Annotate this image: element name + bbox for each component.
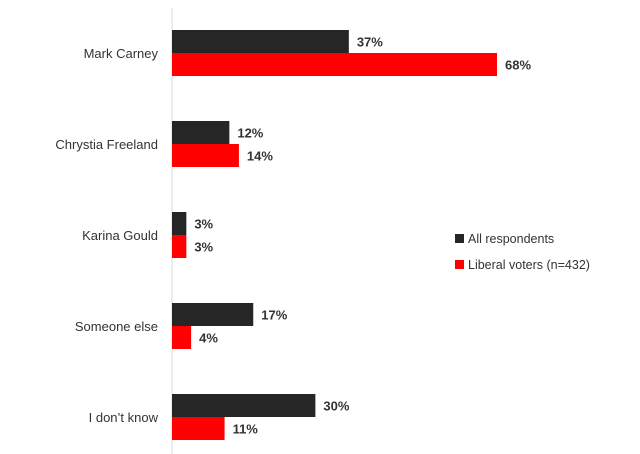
legend-swatch <box>455 234 464 243</box>
bar-all-respondents <box>172 30 349 53</box>
category-label: Someone else <box>75 319 158 334</box>
data-label: 30% <box>323 399 349 414</box>
labels-layer: Mark Carney 37% 68% Chrystia Freeland 12% 14%… <box>55 35 531 437</box>
data-label: 11% <box>233 422 259 437</box>
data-label: 68% <box>505 58 531 73</box>
data-label: 17% <box>261 308 287 323</box>
category-label: Mark Carney <box>84 46 159 61</box>
category-label: Chrystia Freeland <box>55 137 158 152</box>
bar-liberal-voters <box>172 53 497 76</box>
data-label: 12% <box>237 126 263 141</box>
data-label: 3% <box>194 217 213 232</box>
bar-all-respondents <box>172 303 254 326</box>
bar-all-respondents <box>172 394 316 417</box>
legend-label: Liberal voters (n=432) <box>468 258 590 272</box>
data-label: 4% <box>199 331 218 346</box>
data-label: 37% <box>357 35 383 50</box>
bar-liberal-voters <box>172 235 187 258</box>
bar-liberal-voters <box>172 417 225 440</box>
bar-liberal-voters <box>172 326 192 349</box>
bars-layer <box>172 30 497 440</box>
legend: All respondents Liberal voters (n=432) <box>455 232 590 272</box>
category-label: I don’t know <box>89 410 159 425</box>
legend-swatch <box>455 260 464 269</box>
legend-label: All respondents <box>468 232 554 246</box>
data-label: 3% <box>194 240 213 255</box>
bar-all-respondents <box>172 121 230 144</box>
bar-liberal-voters <box>172 144 239 167</box>
category-label: Karina Gould <box>82 228 158 243</box>
data-label: 14% <box>247 149 273 164</box>
bar-all-respondents <box>172 212 187 235</box>
